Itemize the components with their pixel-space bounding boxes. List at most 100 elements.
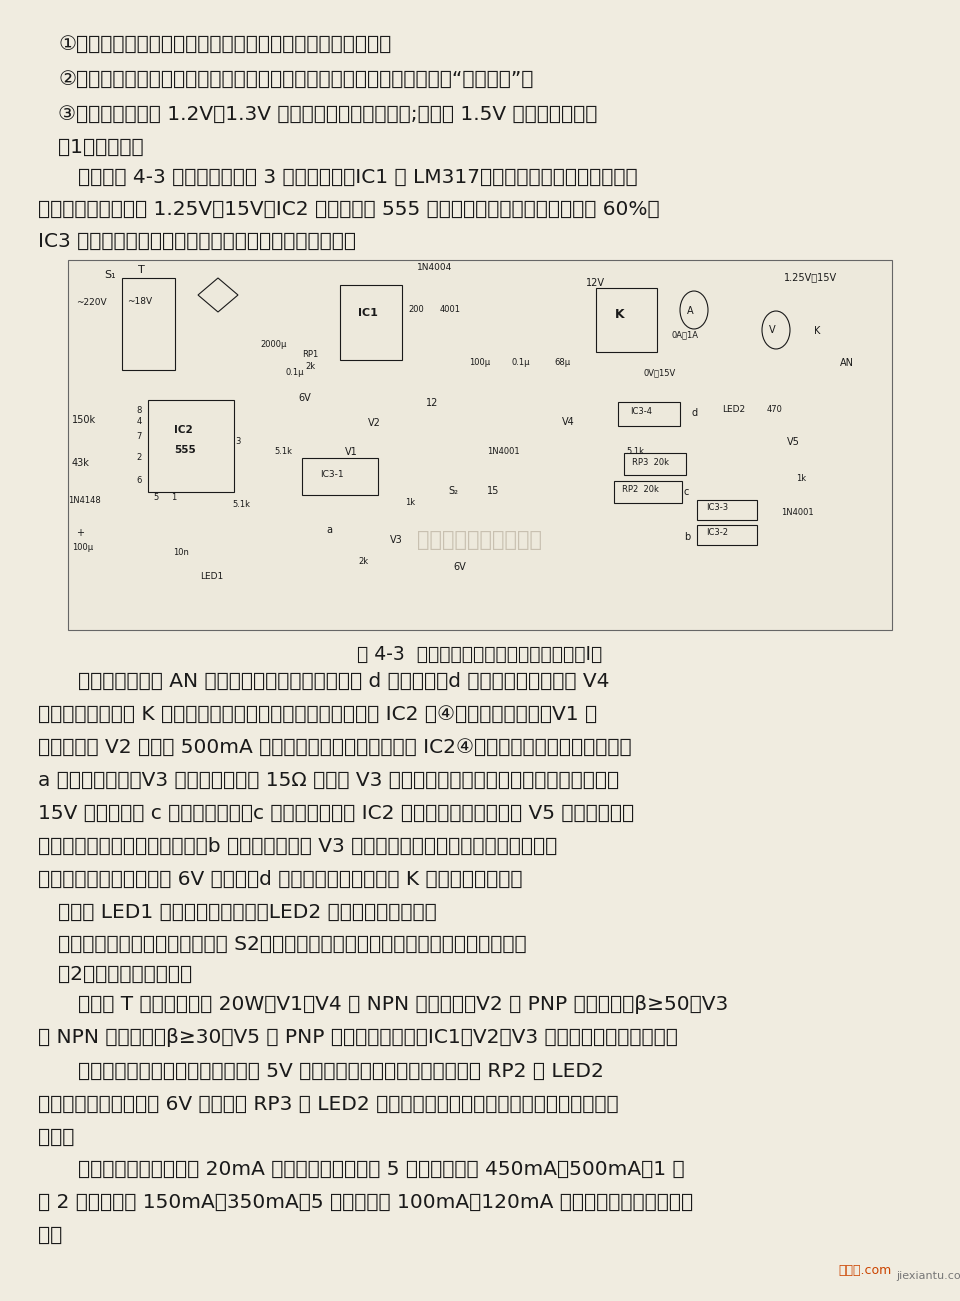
Text: 7: 7 — [136, 432, 142, 441]
Text: 2000μ: 2000μ — [260, 340, 286, 349]
Text: 12V: 12V — [586, 278, 605, 288]
Text: 5.1k: 5.1k — [274, 448, 292, 455]
Text: S₁: S₁ — [104, 271, 115, 280]
Text: V2: V2 — [368, 418, 381, 428]
Text: IC3 为大电流、小电流充放电转换及电池停充控制电路。: IC3 为大电流、小电流充放电转换及电池停充控制电路。 — [38, 232, 356, 251]
Text: 电路如图 4-3 所示。本机共用 3 片集成电路：IC1 为 LM317，它与周围元器件组成可调稳: 电路如图 4-3 所示。本机共用 3 片集成电路：IC1 为 LM317，它与周… — [78, 168, 637, 187]
Text: 4001: 4001 — [440, 304, 461, 314]
Text: V1: V1 — [345, 448, 358, 457]
Text: a: a — [326, 526, 332, 535]
Text: K: K — [615, 308, 625, 321]
Text: 流放电。当电池电压充至 6V 左右时，d 翻转，输出低电平，使 K 释放，充电结束。: 流放电。当电池电压充至 6V 左右时，d 翻转，输出低电平，使 K 释放，充电结… — [38, 870, 522, 889]
Text: S₂: S₂ — [448, 487, 458, 496]
Text: AN: AN — [840, 358, 854, 368]
Text: ③当电池电压充至 1.2V～1.3V 时，自动转人小电流充电;当充至 1.5V 时，自动停充。: ③当电池电压充至 1.2V～1.3V 时，自动转人小电流充电;当充至 1.5V … — [58, 105, 597, 124]
Bar — [68, 260, 892, 630]
Text: 图 4-3  全自动充电、电源两用机电路图（Ⅰ）: 图 4-3 全自动充电、电源两用机电路图（Ⅰ） — [357, 645, 603, 664]
Text: 0V～15V: 0V～15V — [644, 368, 676, 377]
Text: 完成。: 完成。 — [38, 1128, 74, 1147]
Text: V3: V3 — [390, 535, 403, 545]
Text: 1N4148: 1N4148 — [68, 496, 101, 505]
Text: +: + — [76, 528, 84, 539]
Bar — [618, 402, 680, 425]
Text: 6: 6 — [136, 476, 142, 485]
Text: 6V: 6V — [298, 393, 311, 403]
Text: 1k: 1k — [405, 498, 415, 507]
Bar — [122, 278, 175, 369]
Bar — [302, 458, 378, 494]
Text: 用 NPN 大功率管，β≥30；V5 用 PNP 中功率管。注意，IC1、V2、V3 一定要加适当的散热器。: 用 NPN 大功率管，β≥30；V5 用 PNP 中功率管。注意，IC1、V2、… — [38, 1028, 678, 1047]
Text: 43k: 43k — [72, 458, 90, 468]
Text: 2k: 2k — [358, 557, 368, 566]
Text: T: T — [138, 265, 145, 275]
Bar — [614, 481, 682, 503]
Text: ②采用大电流充电、大电流放电的充放电形式，可有效地消除镶镁电池的“记忆效应”；: ②采用大电流充电、大电流放电的充放电形式，可有效地消除镶镁电池的“记忆效应”； — [58, 70, 534, 88]
Bar — [697, 500, 757, 520]
Text: RP2  20k: RP2 20k — [622, 485, 659, 494]
Text: （1）工作原理: （1）工作原理 — [58, 138, 144, 157]
Text: 555: 555 — [174, 445, 196, 455]
Text: 4: 4 — [136, 418, 142, 425]
Text: 和导通，由 V2 组成的 500mA 恒流充电电路对电池充电；当 IC2④脚为低电平时，充电停止，而: 和导通，由 V2 组成的 500mA 恒流充电电路对电池充电；当 IC2④脚为低… — [38, 738, 632, 757]
Text: a 输出为高电平，V3 饱和，故电池经 15Ω 电阵和 V3 放电。如此反复充、放电，当电池电压充至: a 输出为高电平，V3 饱和，故电池经 15Ω 电阵和 V3 放电。如此反复充、… — [38, 771, 619, 790]
Text: 15V 左右，达到 c 的门値电压时，c 输出低电平，使 IC2 停振。同时，由三极管 V5 组成的小电流: 15V 左右，达到 c 的门値电压时，c 输出低电平，使 IC2 停振。同时，由… — [38, 804, 635, 824]
Text: 3: 3 — [235, 437, 240, 446]
Text: IC3-2: IC3-2 — [706, 528, 728, 537]
Text: ~220V: ~220V — [76, 298, 107, 307]
Text: 5: 5 — [154, 493, 158, 502]
Text: 100μ: 100μ — [72, 543, 93, 552]
Text: 100μ: 100μ — [469, 358, 491, 367]
Text: 0A～1A: 0A～1A — [672, 330, 699, 340]
Text: 150k: 150k — [72, 415, 96, 425]
Text: 470: 470 — [767, 405, 782, 414]
Text: 变压器 T 功率应不小于 20W；V1、V4 用 NPN 小功率管；V2 用 PNP 大功率管，β≥50；V3: 变压器 T 功率应不小于 20W；V1、V4 用 NPN 小功率管；V2 用 P… — [78, 995, 729, 1013]
Bar — [697, 526, 757, 545]
Text: 10n: 10n — [173, 548, 189, 557]
Text: 5.1k: 5.1k — [626, 448, 644, 455]
Text: 饱和导通，继电器 K 吸合，形成自保，充电电路得电工作。当 IC2 的④脚输出高电平时，V1 饱: 饱和导通，继电器 K 吸合，形成自保，充电电路得电工作。当 IC2 的④脚输出高… — [38, 705, 597, 723]
Text: 15: 15 — [487, 487, 499, 496]
Text: V5: V5 — [787, 437, 800, 448]
Text: 当按下按鈕开关 AN 后，由于待充电电池电压低于 d 的门电压，d 输出高电平，三极管 V4: 当按下按鈕开关 AN 后，由于待充电电池电压低于 d 的门电压，d 输出高电平，… — [78, 673, 610, 691]
Text: 2: 2 — [136, 453, 142, 462]
Text: c: c — [684, 487, 689, 497]
Text: 当给干电池充电时，可打开开关 S2，其充电方式与镶镁电池相同，但不对电路放电。: 当给干电池充电时，可打开开关 S2，其充电方式与镶镁电池相同，但不对电路放电。 — [58, 935, 527, 954]
Text: LED1: LED1 — [200, 572, 224, 582]
Bar — [624, 453, 686, 475]
Text: 杭州将睬科技有限公司: 杭州将睬科技有限公司 — [418, 530, 542, 550]
Text: IC3-4: IC3-4 — [630, 407, 652, 416]
Text: 1N4004: 1N4004 — [417, 263, 452, 272]
Text: 12: 12 — [426, 398, 439, 409]
Text: 0.1μ: 0.1μ — [511, 358, 530, 367]
Text: A: A — [687, 306, 694, 316]
Text: 8: 8 — [136, 406, 142, 415]
Text: RP3  20k: RP3 20k — [632, 458, 669, 467]
Text: LED2: LED2 — [722, 405, 745, 414]
Text: 准。: 准。 — [38, 1226, 62, 1245]
Text: 压电源，调节范围为 1.25V～15V；IC2 为时基电路 555 组成的脉冲振荡器，其占空比为 60%；: 压电源，调节范围为 1.25V～15V；IC2 为时基电路 555 组成的脉冲振… — [38, 200, 660, 219]
Text: ~18V: ~18V — [127, 297, 152, 306]
Text: 2k: 2k — [305, 362, 315, 371]
Text: 本机小电流充电电流为 20mA 左右，大电流充电对 5 号镶镁电池为 450mA～500mA，1 号: 本机小电流充电电流为 20mA 左右，大电流充电对 5 号镶镁电池为 450mA… — [78, 1160, 684, 1179]
Text: 1k: 1k — [796, 474, 806, 483]
Text: IC3-1: IC3-1 — [320, 470, 344, 479]
Text: IC3-3: IC3-3 — [706, 503, 728, 513]
Text: V: V — [769, 325, 776, 334]
Text: 亮；再把直流电源调到 6V 左右，调 RP3 使 LED2 灭，同时听到继电器响即可。至此，电路调试: 亮；再把直流电源调到 6V 左右，调 RP3 使 LED2 灭，同时听到继电器响… — [38, 1095, 618, 1114]
Text: ①既可作可调稳压电源使用，又可给镶镁电池或干电池充电；: ①既可作可调稳压电源使用，又可给镶镁电池或干电池充电； — [58, 35, 392, 55]
Text: 5.1k: 5.1k — [232, 500, 250, 509]
Text: jiexiantu.com: jiexiantu.com — [896, 1271, 960, 1281]
Text: 1: 1 — [172, 493, 177, 502]
Text: IC2: IC2 — [174, 425, 193, 435]
Text: （2）元器件选择与调试: （2）元器件选择与调试 — [58, 965, 192, 984]
Bar — [340, 285, 402, 360]
Text: 接线图.com: 接线图.com — [838, 1265, 891, 1278]
Text: V4: V4 — [562, 418, 575, 427]
Text: 1N4001: 1N4001 — [487, 448, 519, 455]
Text: 电路安装无误后即可调试。首先用 5V 左右的直流电源代替充电电池，调 RP2 使 LED2: 电路安装无误后即可调试。首先用 5V 左右的直流电源代替充电电池，调 RP2 使… — [78, 1062, 604, 1081]
Text: b: b — [684, 532, 690, 543]
Text: 恒流电路对电池进行涓流充电。b 的作用是强行使 V3 截止，防止小电流充电时电池进行大电: 恒流电路对电池进行涓流充电。b 的作用是强行使 V3 截止，防止小电流充电时电池… — [38, 837, 557, 856]
Text: 0.1μ: 0.1μ — [286, 368, 304, 377]
Text: 发光管 LED1 为大电流充电指示，LED2 为小电流充电指示。: 发光管 LED1 为大电流充电指示，LED2 为小电流充电指示。 — [58, 903, 437, 922]
Text: K: K — [814, 327, 821, 336]
